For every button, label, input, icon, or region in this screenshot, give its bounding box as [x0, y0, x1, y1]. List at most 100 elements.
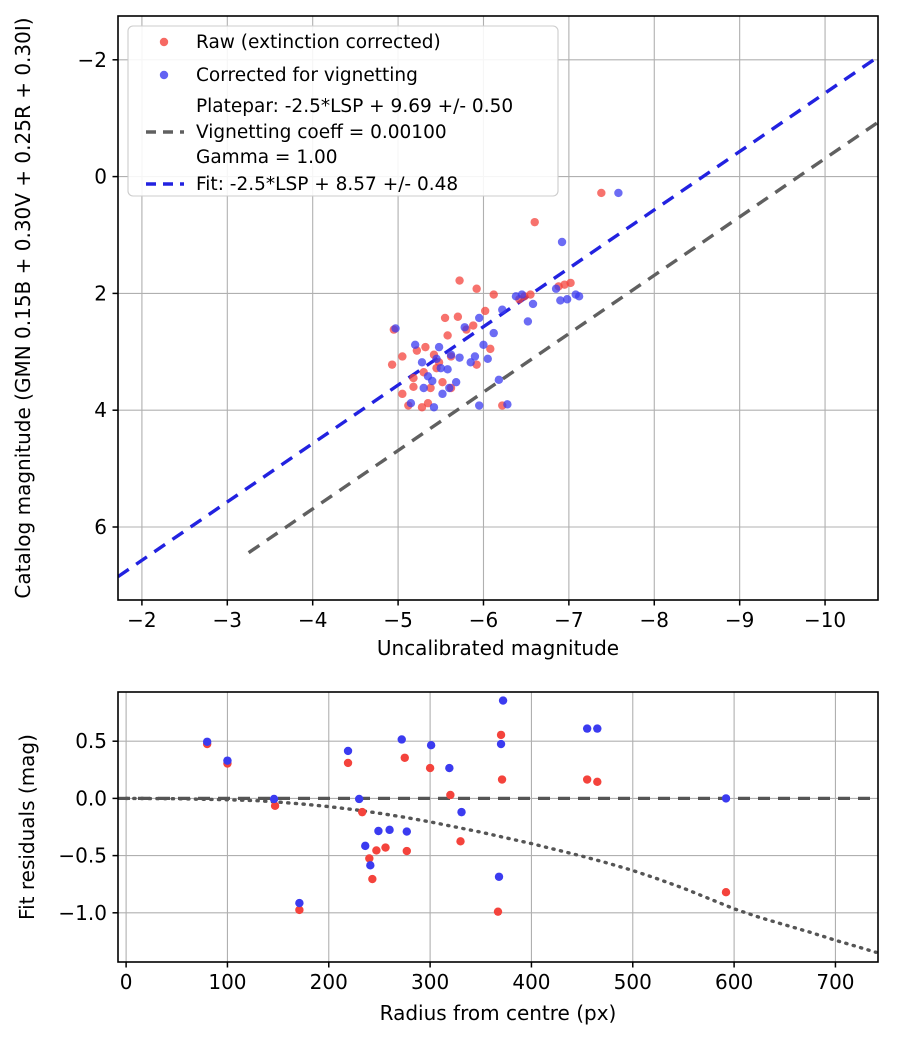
ytick-label: 0 — [94, 165, 107, 189]
data-point — [498, 305, 507, 314]
data-point — [432, 354, 441, 364]
data-point — [436, 363, 445, 373]
data-point — [368, 874, 377, 884]
data-point — [406, 398, 416, 408]
data-point — [358, 807, 367, 817]
data-point — [497, 775, 507, 784]
data-point — [457, 807, 466, 817]
legend-marker — [159, 37, 169, 47]
data-point — [566, 278, 575, 288]
vignetting-curve — [124, 796, 878, 954]
data-point — [721, 794, 731, 803]
xtick-label: 0 — [120, 970, 133, 994]
data-point — [498, 696, 508, 705]
data-point — [426, 383, 435, 393]
xtick-label: −5 — [383, 608, 412, 632]
data-point — [438, 377, 447, 387]
data-point — [528, 299, 538, 309]
data-point — [438, 389, 447, 399]
data-point — [397, 735, 406, 744]
data-point — [593, 777, 602, 787]
panel-fit-residuals: 0 100 200 300 400 500 600 700 0.5 0.0 −0.5 −1.0 Radi… — [15, 691, 879, 1025]
ytick-label: 2 — [94, 281, 107, 305]
data-point — [453, 312, 463, 321]
data-point — [472, 284, 481, 293]
data-point — [402, 846, 411, 856]
data-point — [425, 763, 435, 773]
data-point — [361, 841, 370, 851]
data-point — [428, 376, 437, 386]
data-point — [446, 790, 455, 800]
ytick-label: 0.0 — [75, 786, 107, 810]
ytick-label: −2 — [78, 48, 107, 72]
data-point — [419, 383, 428, 393]
xtick-label: 100 — [208, 970, 246, 994]
panel-2-spines — [117, 691, 879, 963]
data-point — [593, 724, 602, 733]
data-point — [503, 400, 512, 409]
data-point — [391, 324, 400, 333]
data-point — [295, 898, 304, 908]
residual-series-corrected — [202, 696, 731, 908]
data-point — [343, 758, 353, 768]
data-point — [466, 358, 475, 367]
data-point — [434, 342, 444, 352]
data-point — [421, 342, 430, 352]
data-point — [270, 801, 280, 811]
data-point — [582, 724, 592, 733]
data-point — [483, 354, 492, 364]
xtick-label: −6 — [469, 608, 498, 632]
data-point — [475, 401, 484, 410]
data-point — [469, 321, 478, 330]
data-point — [443, 331, 452, 340]
xtick-label: 400 — [512, 970, 550, 994]
data-point — [494, 375, 504, 385]
panel-2-scatter — [202, 696, 731, 916]
data-point — [455, 353, 464, 362]
xtick-label: 500 — [614, 970, 652, 994]
xtick-label: 700 — [816, 970, 854, 994]
data-point — [562, 295, 572, 304]
data-point — [385, 825, 394, 835]
legend-label: Raw (extinction corrected) — [196, 32, 441, 53]
data-point — [446, 350, 456, 359]
data-point — [372, 846, 381, 855]
data-point — [398, 352, 407, 361]
xtick-label: 300 — [411, 970, 449, 994]
legend-label: Fit: -2.5*LSP + 8.57 +/- 0.48 — [196, 174, 458, 195]
data-point — [489, 328, 498, 338]
data-point — [366, 861, 375, 870]
xtick-label: −7 — [554, 608, 583, 632]
data-point — [223, 756, 232, 765]
panel-2-reference-lines — [118, 796, 878, 954]
xtick-label: −10 — [804, 608, 846, 632]
data-point — [479, 340, 488, 349]
data-point — [597, 188, 606, 198]
data-point — [398, 389, 407, 399]
panel-1-xaxis-label: Uncalibrated magnitude — [377, 636, 619, 660]
data-point — [409, 382, 418, 392]
panel-2-xaxis-label: Radius from centre (px) — [380, 1001, 617, 1025]
data-point — [526, 290, 535, 299]
data-point — [374, 826, 383, 836]
panel-1-ticks: −2 −3 −4 −5 −6 −7 −8 −9 −10 −2 0 2 4 6 — [78, 48, 847, 632]
data-point — [460, 323, 469, 332]
data-point — [455, 276, 464, 285]
data-point — [295, 905, 304, 915]
fit-line-platepar — [247, 120, 878, 555]
legend-label: Vignetting coeff = 0.00100 — [196, 122, 447, 143]
data-point — [530, 217, 539, 227]
panel-2-yaxis-label: Fit residuals (mag) — [15, 734, 39, 920]
legend-label: Corrected for vignetting — [196, 65, 418, 86]
panel-1-legend: Raw (extinction corrected) Corrected for … — [127, 25, 559, 197]
legend-background — [127, 25, 559, 197]
data-point — [489, 290, 498, 299]
data-point — [269, 794, 279, 804]
data-point — [494, 872, 504, 881]
data-point — [365, 854, 374, 863]
data-point — [523, 317, 533, 326]
data-point — [496, 730, 506, 740]
ytick-label: 6 — [94, 515, 107, 539]
panel-1-spines — [117, 15, 879, 601]
data-point — [517, 290, 527, 299]
